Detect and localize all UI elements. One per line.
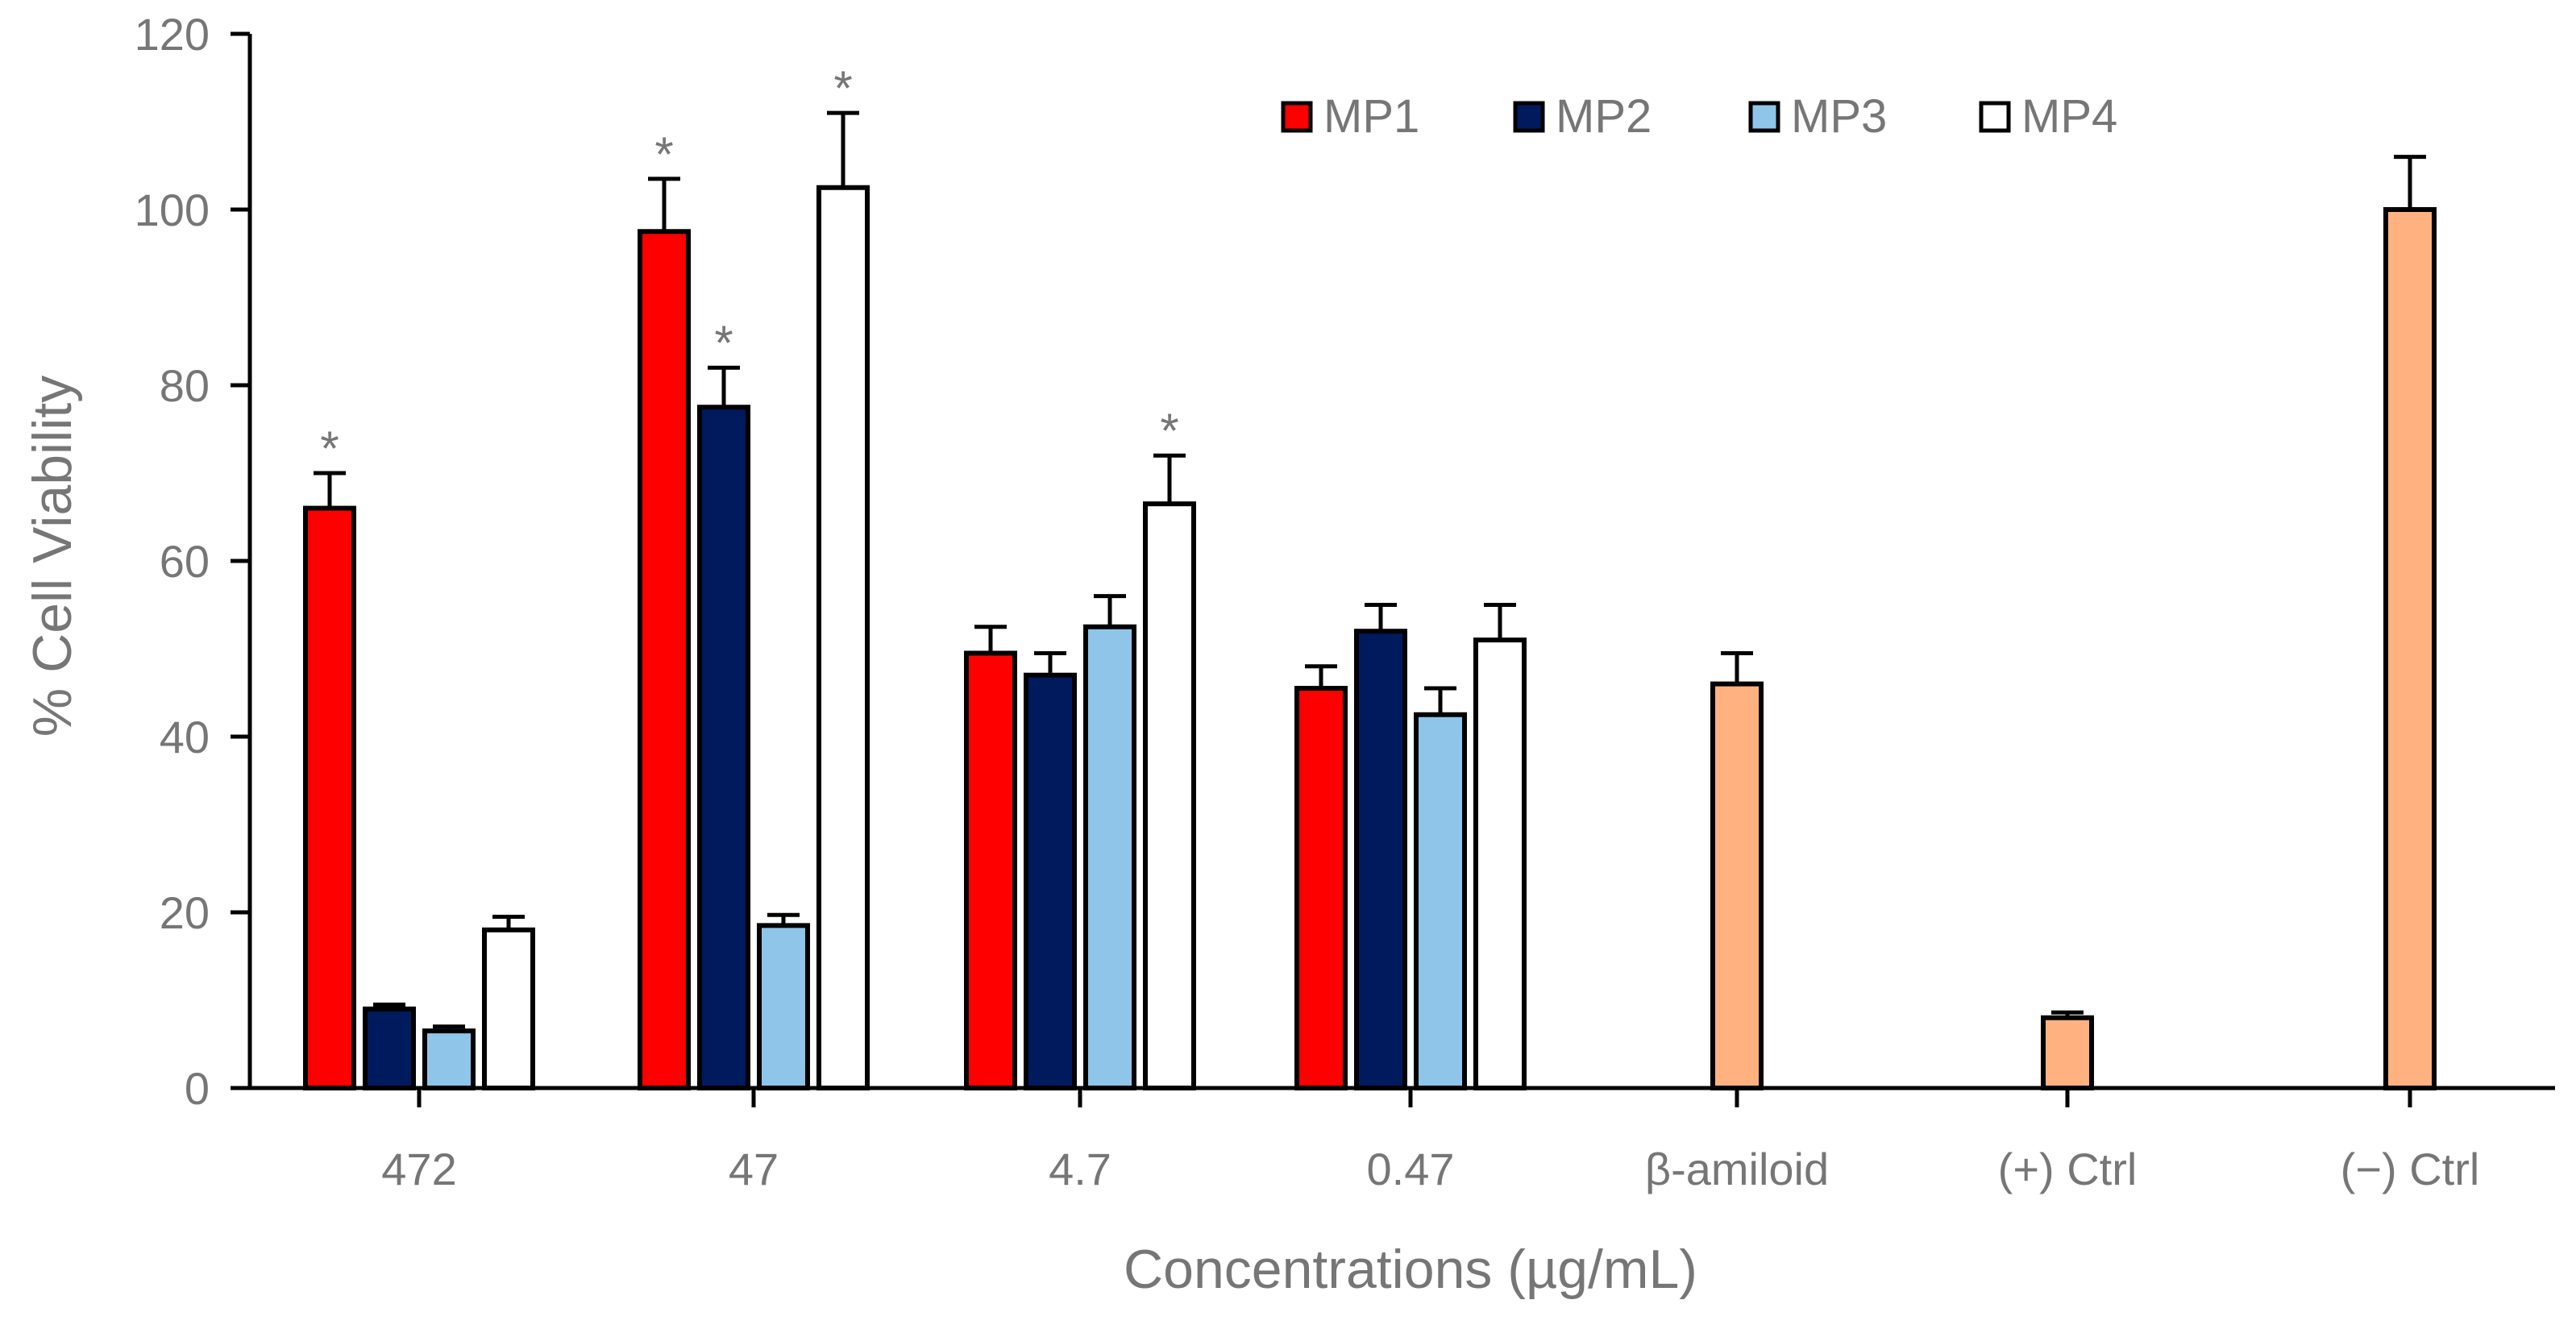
bar-mp2 (697, 405, 750, 1090)
bar-control (2383, 207, 2437, 1090)
legend-swatch-mp1 (1281, 101, 1313, 133)
x-tick-label: (+) Ctrl (1998, 1144, 2138, 1194)
legend-swatch-mp3 (1748, 101, 1780, 133)
y-tick-label: 0 (185, 1063, 210, 1114)
x-tick-label: β-amiloid (1645, 1144, 1829, 1194)
y-tick-label: 120 (135, 9, 210, 60)
x-tick-label: 472 (381, 1144, 456, 1194)
significance-star: * (320, 422, 339, 476)
legend-swatch-mp4 (1979, 101, 2011, 133)
x-tick-label: 0.47 (1367, 1144, 1455, 1194)
bar-mp3 (1414, 712, 1467, 1090)
bar-mp4 (816, 185, 870, 1090)
y-tick-label: 100 (135, 185, 210, 235)
legend-label-mp3: MP3 (1791, 90, 1887, 143)
significance-markers: * * * * * (320, 61, 1178, 476)
y-axis-title: % Cell Viability (22, 376, 83, 737)
legend: MP1 MP2 MP3 MP4 (1281, 90, 2117, 143)
y-tick-label: 40 (160, 712, 210, 762)
significance-star: * (714, 316, 733, 370)
bar-mp3 (757, 923, 810, 1090)
x-tick-label: 47 (729, 1144, 779, 1194)
bar-mp4 (1143, 501, 1196, 1090)
bar-mp3 (422, 1028, 476, 1091)
bar-mp1 (964, 650, 1017, 1090)
bar-mp4 (482, 927, 535, 1091)
bar-mp1 (1294, 686, 1348, 1090)
x-tick-label: 4.7 (1049, 1144, 1111, 1194)
bar-mp1 (638, 229, 691, 1090)
significance-star: * (1160, 404, 1178, 458)
significance-star: * (833, 61, 852, 115)
x-tick-labels: 472 47 4.7 0.47 β-amiloid (+) Ctrl (−) Ctrl (381, 1088, 2479, 1194)
legend-label-mp4: MP4 (2021, 90, 2117, 143)
bars (303, 185, 2437, 1091)
bar-mp2 (1354, 629, 1407, 1090)
legend-swatch-mp2 (1513, 101, 1545, 133)
y-tick-label: 60 (160, 536, 210, 587)
significance-star: * (654, 127, 673, 181)
x-axis-title: Concentrations (µg/mL) (1124, 1239, 1697, 1300)
y-tick-label: 20 (160, 887, 210, 938)
x-tick-label: (−) Ctrl (2341, 1144, 2480, 1194)
y-tick-label: 80 (160, 360, 210, 411)
bar-mp1 (303, 505, 356, 1090)
error-bars (314, 110, 2426, 1032)
bar-control (1710, 681, 1764, 1090)
legend-label-mp2: MP2 (1556, 90, 1652, 143)
bar-mp2 (1024, 672, 1077, 1090)
bar-control (2041, 1015, 2094, 1091)
y-ticks: 0 20 40 60 80 100 120 (135, 9, 250, 1114)
bar-mp3 (1083, 624, 1136, 1090)
bar-mp4 (1473, 638, 1527, 1090)
bar-mp2 (363, 1006, 416, 1091)
legend-label-mp1: MP1 (1323, 90, 1419, 143)
